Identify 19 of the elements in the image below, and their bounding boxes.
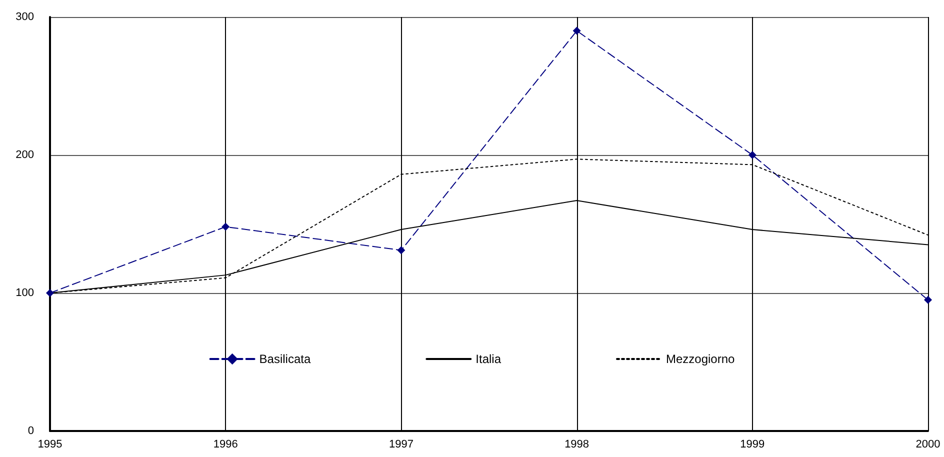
- legend-label: Basilicata: [259, 352, 311, 366]
- y-tick-label: 0: [28, 425, 34, 437]
- point: [572, 26, 581, 35]
- legend-label: Mezzogiorno: [666, 352, 736, 366]
- x-tick-label: 1997: [388, 438, 414, 450]
- point: [924, 296, 932, 304]
- point: [748, 151, 756, 159]
- x-tick-label: 1996: [213, 438, 238, 450]
- legend-label: Italia: [476, 352, 502, 366]
- x-tick-label: 1995: [38, 438, 62, 450]
- x-tick-label: 1999: [740, 438, 765, 450]
- point: [46, 289, 54, 297]
- x-tick-label: 1998: [564, 438, 590, 450]
- y-tick-label: 200: [16, 149, 34, 161]
- y-tick-label: 100: [16, 287, 34, 299]
- point: [222, 222, 230, 231]
- y-tick-label: 300: [16, 11, 34, 23]
- x-tick-label: 2000: [916, 438, 940, 450]
- point: [397, 246, 406, 254]
